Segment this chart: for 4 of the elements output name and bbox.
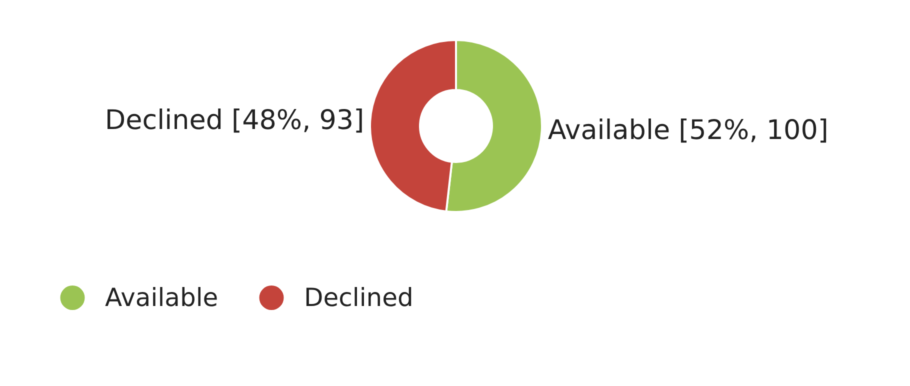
legend-label: Available xyxy=(105,282,218,312)
category-label: Available [52%, 100] xyxy=(548,115,828,146)
category-label: Declined [48%, 93] xyxy=(104,104,364,136)
legend-label: Declined xyxy=(304,282,414,312)
